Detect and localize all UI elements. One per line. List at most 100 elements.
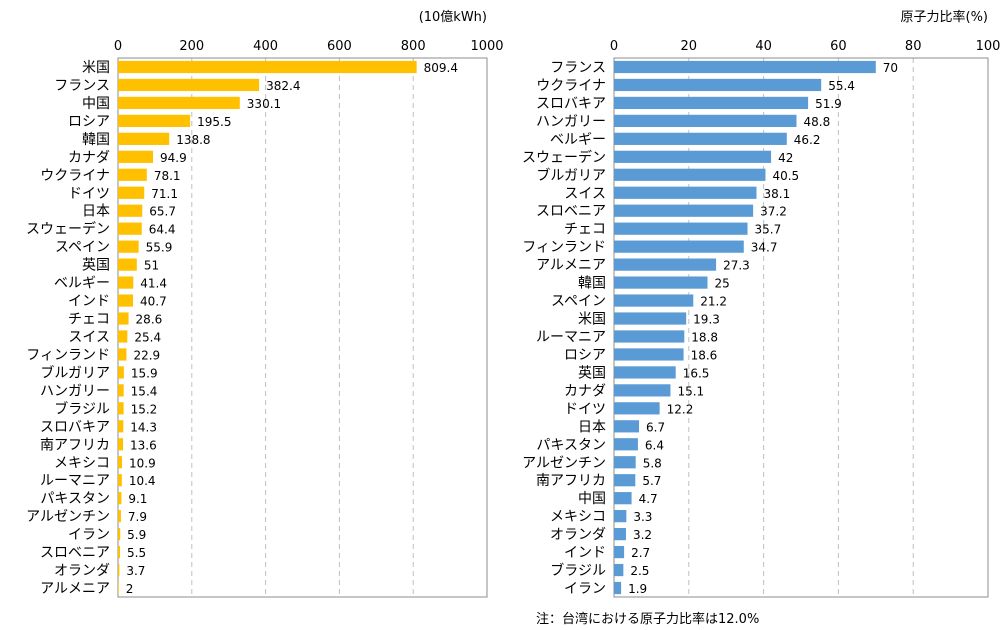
- chart1-value-label: 64.4: [149, 223, 176, 237]
- chart2-tick-label: 60: [830, 39, 847, 54]
- chart1-value-label: 15.2: [131, 402, 158, 416]
- chart2-category-label: 中国: [578, 491, 606, 507]
- chart2-value-label: 15.1: [677, 384, 704, 398]
- chart1-tick-label: 1000: [470, 39, 503, 54]
- chart2-value-label: 18.6: [691, 348, 718, 362]
- chart2-bar: [614, 330, 685, 343]
- chart1-bar: [118, 438, 124, 451]
- chart2-value-label: 3.3: [633, 510, 652, 524]
- footnote: 注：台湾における原子力比率は12.0%: [536, 612, 760, 627]
- chart2-category-label: 韓国: [578, 276, 606, 292]
- chart1-category-label: メキシコ: [54, 455, 110, 471]
- chart2-value-label: 46.2: [794, 133, 821, 147]
- chart1-bar: [118, 60, 417, 74]
- chart1-value-label: 5.9: [127, 528, 146, 542]
- chart1-bar: [118, 581, 119, 595]
- chart2-category-label: フランス: [550, 60, 606, 76]
- chart2-bar: [614, 114, 797, 127]
- chart1-category-label: オランダ: [54, 563, 110, 579]
- chart1-value-label: 78.1: [154, 169, 181, 183]
- chart2-bar: [614, 563, 624, 577]
- chart1-category-label: スイス: [68, 329, 110, 345]
- chart2-bar: [614, 150, 772, 163]
- chart1-category-label: インド: [68, 294, 110, 310]
- chart2-bar: [614, 438, 638, 451]
- chart1-bar: [118, 294, 134, 307]
- chart1-category-label: 米国: [82, 60, 110, 76]
- chart2-value-label: 2.7: [631, 546, 650, 560]
- chart2-category-label: ブルガリア: [536, 167, 606, 184]
- chart2-value-label: 21.2: [700, 295, 727, 309]
- chart1-category-label: ウクライナ: [40, 168, 110, 184]
- chart2-bar: [614, 204, 754, 217]
- chart1-category-label: チェコ: [68, 312, 110, 328]
- chart2-category-label: スロベニア: [536, 204, 606, 220]
- chart1-category-label: アルゼンチン: [26, 509, 110, 525]
- chart1-value-label: 7.9: [128, 510, 147, 524]
- chart1-category-label: ブラジル: [54, 400, 110, 417]
- chart1-value-label: 5.5: [127, 546, 146, 560]
- chart1-value-label: 71.1: [151, 187, 178, 201]
- chart1-value-label: 10.9: [129, 456, 156, 470]
- chart1-category-label: ブルガリア: [40, 364, 110, 381]
- chart2-category-label: スロバキア: [536, 96, 606, 112]
- chart1-category-label: アルメニア: [40, 581, 110, 597]
- chart2-value-label: 38.1: [763, 187, 790, 201]
- chart2-bar: [614, 60, 876, 74]
- chart1-bar: [118, 204, 143, 217]
- chart2-bar: [614, 96, 809, 110]
- chart2-value-label: 18.8: [691, 330, 718, 344]
- chart2-category-label: アルメニア: [536, 258, 606, 274]
- chart1-bar: [118, 366, 124, 379]
- chart2-value-label: 42: [778, 151, 793, 165]
- chart1-bar: [118, 240, 139, 253]
- chart1-value-label: 41.4: [140, 277, 167, 291]
- chart2-bar: [614, 348, 684, 361]
- chart2-category-label: ウクライナ: [536, 78, 606, 94]
- chart2-bar: [614, 186, 757, 199]
- chart1-bar: [118, 420, 124, 433]
- chart2-value-label: 25: [715, 277, 730, 291]
- chart2-tick-label: 20: [681, 39, 698, 54]
- chart1-value-label: 14.3: [130, 420, 157, 434]
- chart2-category-label: インド: [564, 545, 606, 561]
- chart1-value-label: 10.4: [129, 474, 156, 488]
- chart2-bar: [614, 545, 625, 559]
- chart2-tick-label: 40: [755, 39, 772, 54]
- chart2-bar: [614, 240, 744, 253]
- chart1-unit-label: (10億kWh): [419, 9, 487, 25]
- chart1-category-label: スロバキア: [40, 419, 110, 435]
- chart1-bar: [118, 312, 129, 325]
- chart1-category-label: 南アフリカ: [40, 437, 110, 453]
- chart1-value-label: 51: [144, 259, 159, 273]
- chart1-value-label: 22.9: [133, 348, 160, 362]
- chart2-value-label: 6.7: [646, 420, 665, 434]
- chart1-category-label: ルーマニア: [40, 473, 110, 489]
- chart1-bar: [118, 348, 127, 361]
- chart1-bar: [118, 258, 137, 271]
- chart2-bar: [614, 384, 671, 397]
- chart2-category-label: 日本: [578, 419, 606, 435]
- chart2-bar: [614, 456, 636, 469]
- chart2-category-label: イラン: [564, 581, 606, 597]
- chart2-value-label: 40.5: [772, 169, 799, 183]
- chart1-category-label: 中国: [82, 96, 110, 112]
- chart1-category-label: カナダ: [68, 150, 110, 166]
- chart1-bar: [118, 222, 142, 235]
- chart1-category-label: ドイツ: [68, 186, 110, 202]
- chart1-bar: [118, 510, 121, 523]
- chart1-value-label: 809.4: [424, 61, 458, 75]
- chart2-value-label: 3.2: [633, 528, 652, 542]
- chart2-value-label: 34.7: [751, 241, 778, 255]
- chart1-bar: [118, 132, 170, 145]
- chart1-value-label: 3.7: [126, 564, 145, 578]
- chart2-category-label: フィンランド: [522, 240, 606, 256]
- chart2-bar: [614, 78, 822, 92]
- chart2-category-label: メキシコ: [550, 509, 606, 525]
- chart2-category-label: ロシア: [564, 347, 606, 363]
- chart2-tick-label: 0: [610, 39, 618, 54]
- chart1-bar: [118, 186, 145, 199]
- chart1-category-label: 日本: [82, 204, 110, 220]
- chart1-bar: [118, 150, 154, 163]
- chart1-bar: [118, 168, 147, 181]
